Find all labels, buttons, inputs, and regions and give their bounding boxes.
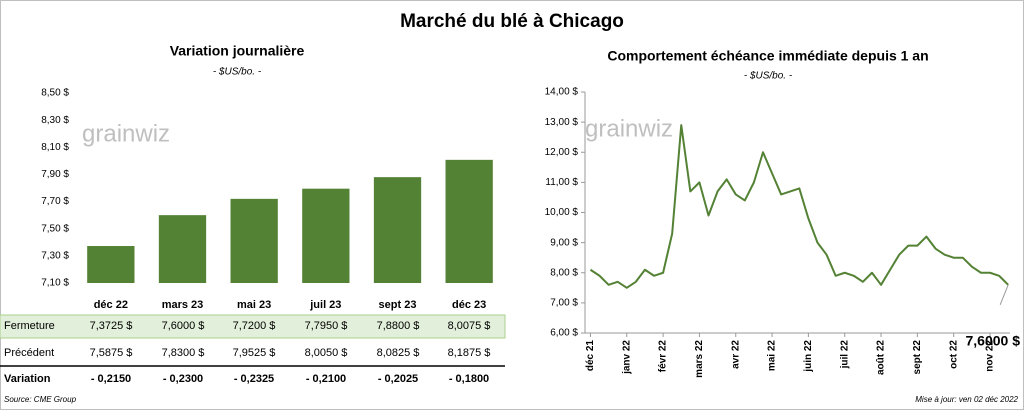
table-cell: 7,5875 $ [90,347,133,359]
logo: grainwiz [585,115,673,142]
chart-title: Variation journalière [170,43,305,59]
chart-subtitle: - $US/bo. - [213,67,262,78]
x-tick-label: mai 22 [767,340,778,372]
source: Source: CME Group [4,395,77,404]
x-tick-label: mars 23 [162,299,204,311]
bar [373,177,422,283]
table-cell: - 0,2325 [234,373,274,385]
y-tick-label: 7,50 $ [41,223,69,234]
bar [302,188,350,283]
row-label: Précédent [4,347,54,359]
table-cell: 8,1875 $ [448,347,491,359]
y-tick-label: 8,50 $ [41,88,69,99]
logo: grainwiz [82,120,170,147]
y-tick-label: 10,00 $ [545,207,579,218]
chart-subtitle: - $US/bo. - [744,71,793,82]
y-tick-label: 8,30 $ [41,115,69,126]
x-tick-label: juil 22 [839,340,850,370]
x-tick-label: mars 22 [694,340,705,378]
y-tick-label: 12,00 $ [545,147,579,158]
x-tick-label: déc 21 [585,340,596,372]
bar [158,215,207,283]
line-series [589,124,1009,289]
y-tick-label: 13,00 $ [545,117,579,128]
x-tick-label: avr 22 [730,340,741,369]
x-tick-label: janv 22 [621,340,632,375]
table-cell: 7,6000 $ [162,320,205,332]
row-label: Variation [4,373,51,385]
y-tick-label: 6,00 $ [550,328,578,339]
table-cell: 7,8800 $ [377,320,420,332]
x-tick-label: juil 23 [309,299,341,311]
row-highlight [0,314,506,339]
y-tick-label: 11,00 $ [545,177,578,188]
x-tick-label: févr 22 [658,340,669,373]
x-tick-label: nov 22 [985,340,996,372]
table-cell: - 0,2300 [163,373,203,385]
chart-title: Comportement échéance immédiate depuis 1… [607,48,928,64]
x-tick-label: sept 23 [379,299,417,311]
page-title: Marché du blé à Chicago [400,11,624,32]
bar [230,198,278,283]
y-tick-label: 7,00 $ [550,298,578,309]
x-tick-label: août 22 [876,340,887,375]
y-tick-label: 8,00 $ [550,267,578,278]
table-cell: 7,7200 $ [233,320,276,332]
x-tick-label: juin 22 [803,340,814,373]
y-tick-label: 7,90 $ [41,169,69,180]
y-tick-label: 7,30 $ [41,250,69,261]
x-tick-label: oct 22 [948,340,959,369]
table-cell: 7,3725 $ [90,320,133,332]
x-tick-label: mai 23 [237,299,271,311]
table-cell: 7,9525 $ [233,347,276,359]
bar [445,159,493,283]
table-cell: - 0,2150 [91,373,131,385]
table-cell: - 0,1800 [449,373,489,385]
table-cell: 8,0825 $ [377,347,420,359]
y-tick-label: 8,10 $ [41,142,69,153]
bar [87,246,135,283]
y-tick-label: 14,00 $ [545,87,579,98]
x-tick-label: déc 23 [452,299,486,311]
update-date: Mise à jour: ven 02 déc 2022 [915,395,1018,404]
table-cell: 8,0075 $ [448,320,491,332]
table-cell: 7,8300 $ [162,347,205,359]
table-cell: 7,7950 $ [305,320,348,332]
table-cell: 8,0050 $ [305,347,348,359]
y-tick-label: 9,00 $ [550,237,578,248]
y-tick-label: 7,70 $ [41,196,69,207]
annotation-leader [999,284,1009,305]
row-label: Fermeture [4,320,55,332]
table-cell: - 0,2025 [378,373,418,385]
annotation: 7,6000 $ [966,333,1021,349]
table-cell: - 0,2100 [306,373,346,385]
x-tick-label: sept 22 [912,340,923,375]
x-tick-label: déc 22 [94,299,128,311]
y-tick-label: 7,10 $ [41,278,69,289]
